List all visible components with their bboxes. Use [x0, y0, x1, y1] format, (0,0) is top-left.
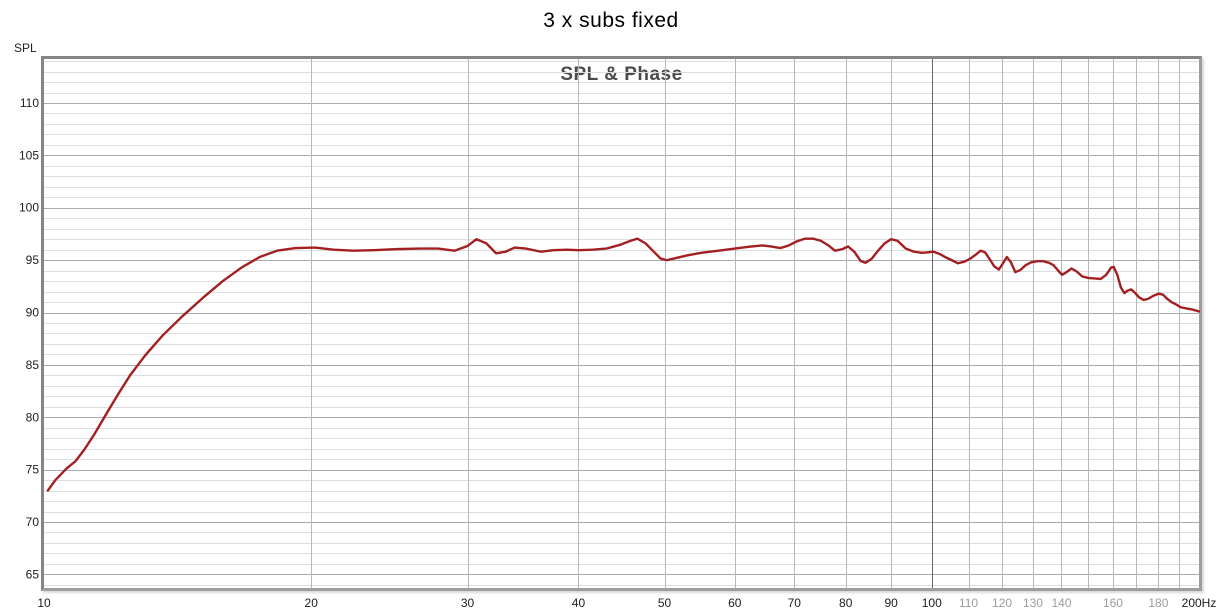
axis-tick-label: 40 [572, 596, 586, 610]
axis-tick-label: 110 [20, 96, 39, 110]
axis-tick-label: 90 [26, 306, 40, 320]
axis-tick-label: 60 [728, 596, 742, 610]
axis-tick-label: 50 [658, 596, 672, 610]
axis-tick-label: 120 [992, 596, 1012, 610]
axis-tick-label: 75 [26, 463, 40, 477]
axis-tick-label: 100 [922, 596, 942, 610]
axis-tick-label: 130 [1023, 596, 1043, 610]
chart-subtitle: SPL & Phase [560, 64, 683, 85]
axis-tick-label: 100 [19, 201, 39, 215]
axis-tick-label: 30 [461, 596, 475, 610]
plot-area [41, 56, 1202, 591]
axis-tick-label: 140 [1051, 596, 1071, 610]
axis-tick-label: 90 [884, 596, 898, 610]
axis-tick-label: 95 [26, 253, 40, 267]
y-axis-label: SPL [14, 41, 37, 55]
axis-tick-label: 65 [26, 567, 40, 581]
axis-tick-label: 10 [37, 596, 51, 610]
axis-tick-label: 80 [839, 596, 853, 610]
axis-tick-label: 110 [959, 596, 978, 610]
axis-tick-label: 105 [19, 148, 39, 162]
axis-tick-label: 180 [1148, 596, 1168, 610]
axis-tick-label: 70 [788, 596, 802, 610]
axis-tick-label: 70 [26, 515, 40, 529]
axis-tick-label: 160 [1103, 596, 1123, 610]
axis-tick-label: 200Hz [1182, 596, 1217, 610]
page-title: 3 x subs fixed [543, 9, 679, 32]
axis-tick-label: 80 [26, 410, 40, 424]
axis-tick-label: 85 [26, 358, 40, 372]
axis-tick-label: 20 [305, 596, 319, 610]
